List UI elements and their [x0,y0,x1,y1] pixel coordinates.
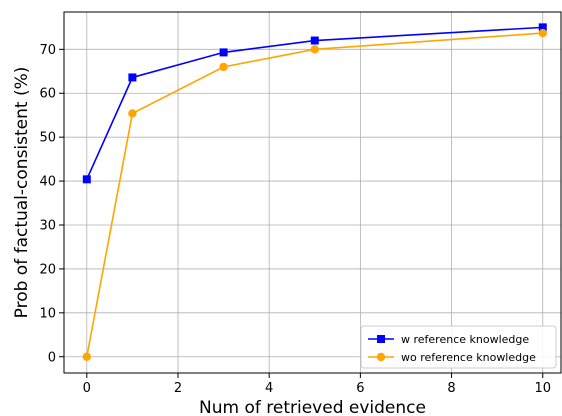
y-tick-label: 10 [39,306,56,321]
x-tick-label: 10 [534,381,551,396]
legend: w reference knowledge wo reference knowle… [360,325,557,369]
legend-box [360,325,557,369]
grid [64,12,561,373]
x-tick-label: 8 [447,381,455,396]
x-tick-label: 4 [265,381,273,396]
axes-frame [63,11,562,374]
legend-label: wo reference knowledge [401,351,536,364]
series-2 [82,28,547,361]
data-point [538,23,547,32]
data-point [538,28,547,38]
data-point [219,62,228,72]
legend-item: w reference knowledge [368,333,529,346]
data-point [82,352,91,361]
data-point [82,175,91,184]
y-tick-label: 30 [39,218,56,233]
y-tick-label: 20 [39,262,56,277]
y-tick-label: 70 [39,43,56,58]
x-axis-title: Num of retrieved evidence [199,398,426,416]
plot-series [82,23,547,361]
y-tick-label: 40 [39,175,56,190]
x-axis-ticks: 0 2 4 6 8 10 [83,373,551,396]
x-tick-label: 0 [83,381,91,396]
legend-marker [376,352,386,362]
legend-item: wo reference knowledge [368,351,536,364]
series-1 [82,23,547,184]
y-tick-label: 50 [39,131,56,146]
data-point [128,109,137,118]
data-point [310,36,319,45]
data-point [219,48,228,57]
x-tick-label: 6 [356,381,364,396]
legend-label: w reference knowledge [401,333,529,346]
series-line [86,32,543,357]
y-tick-label: 0 [48,350,56,365]
y-axis-ticks: 0 10 20 30 40 50 60 70 [39,43,64,365]
y-axis-title: Prob of factual-consistent (%) [12,67,32,319]
legend-marker [377,335,385,343]
y-tick-label: 60 [39,87,56,102]
data-point [128,73,137,82]
x-tick-label: 2 [174,381,182,396]
data-point [310,45,319,54]
